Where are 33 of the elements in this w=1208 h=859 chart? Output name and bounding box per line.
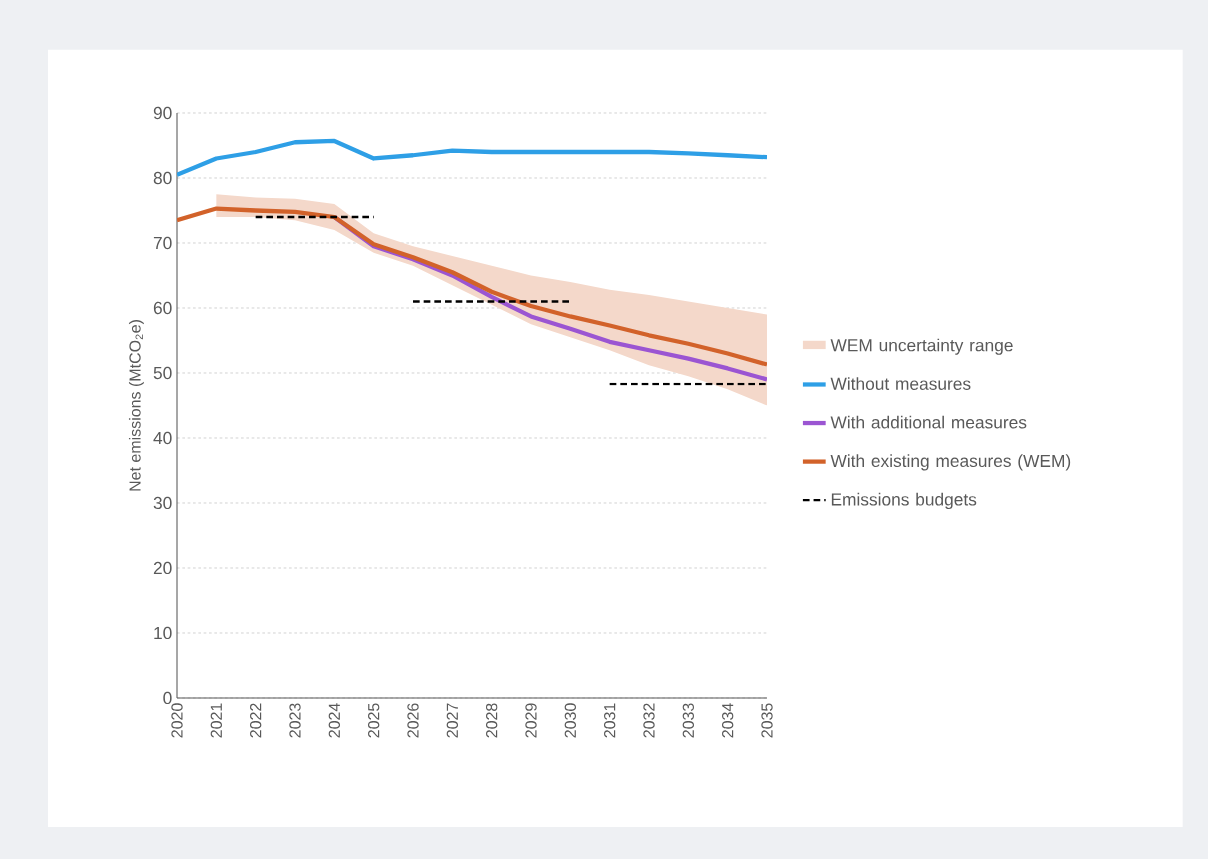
x-tick-label: 2035 <box>761 703 773 738</box>
line-series <box>177 206 767 367</box>
x-tick-label: 2030 <box>564 703 576 738</box>
x-tick-label: 2033 <box>682 703 694 738</box>
y-tick-label: 90 <box>153 106 172 120</box>
legend-label: With additional measures <box>830 415 1027 429</box>
x-tick-label: 2022 <box>250 703 262 738</box>
x-tick-label: 2023 <box>289 703 301 738</box>
y-axis-title: Net emissions (MtCO$_{2}$e) <box>128 320 144 491</box>
legend-label: With existing measures (WEM) <box>830 454 1071 471</box>
x-tick-label: 2032 <box>643 703 655 738</box>
x-tick-label: 2024 <box>328 703 340 738</box>
y-tick-label: 80 <box>153 171 172 185</box>
x-tick-label: 2028 <box>486 703 498 738</box>
text: WEM uncertainty range <box>830 338 1013 355</box>
x-tick-label: 2026 <box>407 703 419 738</box>
y-tick-label: 40 <box>153 431 172 445</box>
y-tick-label: 10 <box>154 626 172 640</box>
y-tick-label: 60 <box>153 301 172 315</box>
y-tick-label: 50 <box>153 366 172 380</box>
x-tick-label: 2034 <box>722 703 734 738</box>
y-tick-label: 70 <box>153 236 172 250</box>
y-tick-label: 20 <box>153 561 172 575</box>
y-tick-label: 0 <box>163 691 172 705</box>
legend-label: Emissions budgets <box>831 492 977 510</box>
x-tick-label: 2031 <box>604 703 616 738</box>
x-tick-label: 2025 <box>368 703 380 738</box>
legend-label: Without measures <box>830 377 971 390</box>
x-tick-label: 2027 <box>446 703 458 738</box>
x-tick-label: 2021 <box>210 703 222 738</box>
y-tick-label: 30 <box>153 496 172 510</box>
x-tick-label: 2029 <box>525 703 537 738</box>
x-tick-label: 2020 <box>171 703 183 738</box>
